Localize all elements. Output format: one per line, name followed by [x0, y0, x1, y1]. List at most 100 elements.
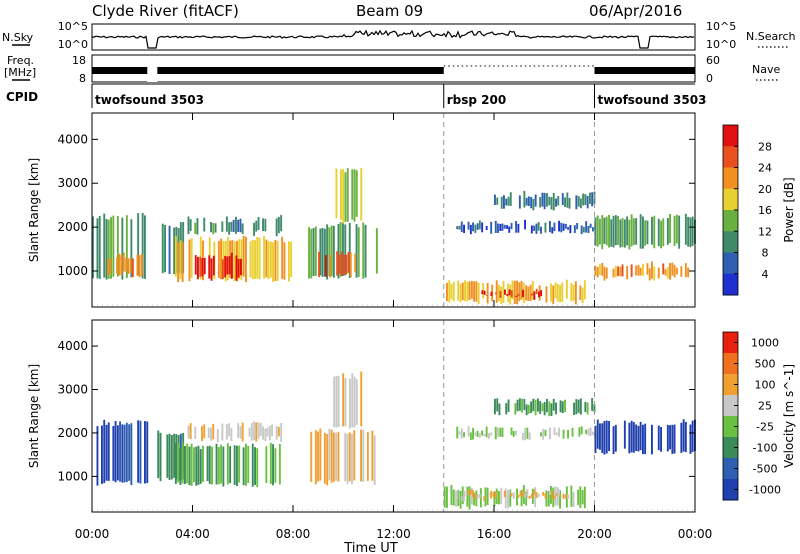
power-cell — [466, 281, 469, 302]
velocity-cell — [275, 425, 278, 440]
velocity-cell — [469, 489, 472, 495]
velocity-cell — [526, 489, 529, 499]
velocity-cell — [455, 490, 457, 507]
velocity-cell — [179, 448, 182, 485]
power-cell — [460, 221, 463, 232]
velocity-cell — [468, 486, 471, 510]
velocity-cell — [173, 433, 176, 478]
power-cell — [533, 225, 536, 231]
velocity-cell — [188, 446, 191, 486]
velocity-cell — [525, 404, 528, 416]
power-cell — [332, 225, 335, 278]
velocity-cell — [521, 398, 523, 413]
power-cell — [241, 223, 244, 234]
velocity-cell — [277, 427, 280, 437]
velocity-cell — [469, 432, 472, 440]
power-cell — [684, 263, 687, 278]
velocity-cell — [673, 424, 676, 454]
power-cell — [463, 224, 465, 233]
power-cell — [666, 267, 669, 279]
velocity-cell — [348, 432, 351, 482]
velocity-cell — [525, 491, 528, 506]
velocity-cell — [245, 443, 247, 486]
power-colorbar-tick-label: 24 — [758, 162, 772, 175]
power-cell — [351, 169, 354, 220]
power-colorbar-segment — [723, 252, 738, 275]
velocity-cell — [103, 419, 106, 484]
power-cell — [267, 241, 270, 280]
velocity-cell — [190, 443, 193, 486]
velocity-cell — [564, 399, 566, 412]
velocity-cell — [495, 488, 498, 504]
velocity-cell — [546, 398, 548, 413]
velocity-cell — [323, 432, 326, 484]
velocity-cell — [207, 427, 210, 438]
power-cell — [237, 258, 240, 278]
velocity-cell — [257, 422, 260, 439]
velocity-cell — [105, 424, 108, 481]
velocity-cell — [689, 424, 692, 454]
power-cell — [584, 194, 587, 205]
velocity-cell — [605, 420, 608, 454]
power-cell — [573, 225, 576, 233]
power-cell — [112, 215, 115, 277]
power-cell — [610, 219, 613, 247]
power-cell — [274, 240, 277, 281]
power-cell — [329, 255, 332, 278]
power-cell — [675, 214, 678, 244]
power-cell — [343, 254, 345, 276]
velocity-cell — [639, 421, 642, 451]
velocity-cell — [549, 490, 551, 495]
power-cell — [579, 198, 582, 209]
velocity-cell — [651, 424, 653, 455]
power-cell — [507, 283, 509, 303]
velocity-cell — [460, 428, 463, 439]
velocity-cell — [239, 426, 242, 439]
power-cell — [612, 268, 615, 278]
velocity-cell — [545, 490, 548, 507]
power-cell — [529, 284, 532, 301]
power-cell — [601, 263, 604, 276]
power-cell — [245, 236, 247, 283]
velocity-cell — [644, 423, 647, 455]
velocity-cell — [203, 424, 206, 439]
power-cell — [546, 193, 548, 207]
power-cell — [673, 215, 676, 246]
power-cell — [635, 218, 638, 245]
velocity-cell — [518, 398, 521, 411]
power-cell — [614, 215, 617, 246]
velocity-cell — [222, 446, 225, 487]
velocity-cell — [193, 447, 195, 483]
power-data-region — [107, 252, 143, 278]
power-cell — [589, 223, 592, 228]
power-cell — [355, 224, 358, 278]
velocity-cell — [523, 398, 526, 411]
power-cell — [310, 228, 313, 279]
velocity-cell — [669, 425, 671, 450]
power-cell — [323, 228, 326, 277]
velocity-cell — [584, 401, 587, 413]
power-cell — [508, 226, 511, 233]
velocity-cell — [542, 428, 545, 440]
power-cell — [499, 290, 502, 298]
power-cell — [630, 214, 633, 247]
power-cell — [269, 241, 272, 278]
velocity-cell — [660, 427, 662, 452]
power-cell — [541, 192, 544, 207]
power-cell — [566, 192, 569, 208]
velocity-cell — [492, 492, 495, 497]
velocity-cell — [509, 489, 512, 507]
power-cell — [194, 222, 197, 234]
power-cell — [687, 267, 690, 278]
velocity-cell — [128, 424, 131, 481]
power-cell — [125, 215, 128, 279]
power-cell — [221, 259, 224, 280]
velocity-colorbar-tick-label: -100 — [753, 442, 778, 455]
velocity-cell — [157, 430, 160, 479]
power-cell — [181, 242, 184, 283]
power-cell — [497, 223, 499, 233]
power-cell — [473, 281, 475, 302]
velocity-cell — [233, 445, 236, 485]
time-tick-label: 20:00 — [577, 527, 612, 541]
power-cell — [256, 237, 259, 279]
